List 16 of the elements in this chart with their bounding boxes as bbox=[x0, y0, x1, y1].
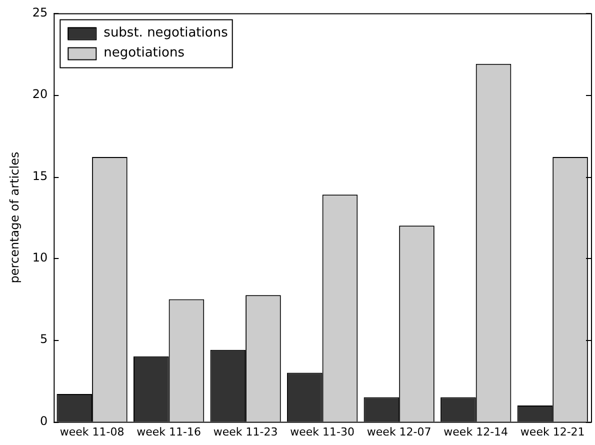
x-tick-label: week 11-23 bbox=[213, 425, 278, 438]
x-tick-label: week 12-21 bbox=[520, 425, 585, 438]
y-tick-label: 25 bbox=[32, 5, 48, 20]
y-tick-label: 5 bbox=[40, 332, 48, 346]
y-tick-label: 10 bbox=[32, 250, 48, 264]
x-tick-label: week 12-07 bbox=[366, 425, 432, 438]
x-tick-label: week 12-14 bbox=[444, 425, 508, 438]
x-tick-label: week 11-30 bbox=[290, 425, 355, 438]
legend-label: negotiations bbox=[104, 46, 185, 61]
y-tick-label: 15 bbox=[32, 168, 48, 183]
y-axis-title: percentage of articles bbox=[7, 152, 22, 284]
y-tick-label: 20 bbox=[32, 87, 48, 102]
y-tick-label: 0 bbox=[40, 414, 48, 428]
x-tick-label: week 11-16 bbox=[136, 425, 201, 438]
x-tick-label: week 11-08 bbox=[60, 425, 124, 438]
legend-label: subst. negotiations bbox=[104, 26, 228, 41]
